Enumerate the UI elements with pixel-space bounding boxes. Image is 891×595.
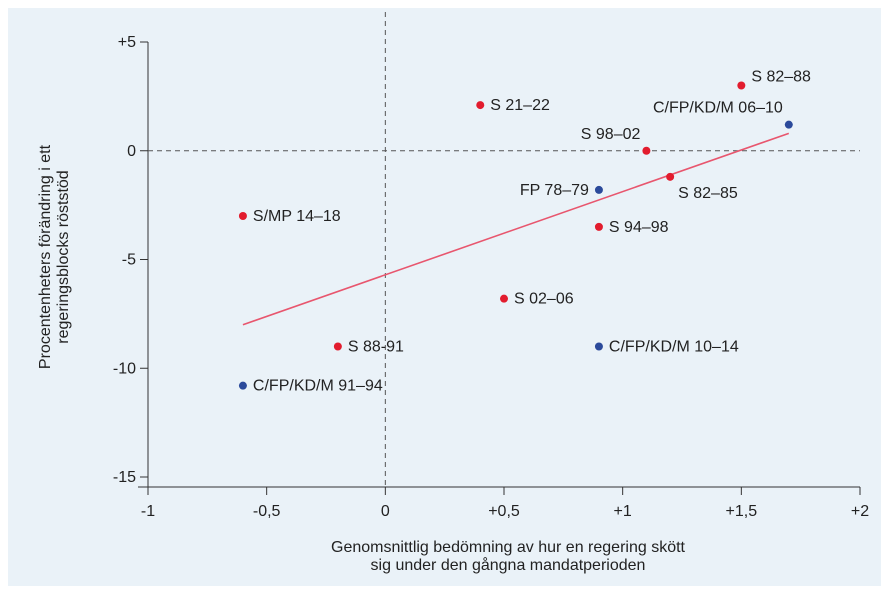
data-point-label: C/FP/KD/M 91–94 [253,378,383,395]
y-axis-label-line-1: Procentenheters förändring i ett [37,144,54,369]
data-point-label: C/FP/KD/M 10–14 [609,339,739,356]
data-point [476,101,485,110]
x-tick-label: -1 [141,503,155,520]
data-point [784,120,793,129]
data-point [666,172,675,181]
y-axis-label-line-2: regeringsblocks röststöd [55,170,72,343]
axes: +5 0 -5 -10 -15 -1 -0,5 0 +0,5 +1 +1,5 +2 [113,34,869,520]
reference-lines [148,12,860,487]
data-point [594,222,603,231]
y-tick-label: -15 [113,469,136,486]
point-labels-group: S 82–88 C/FP/KD/M 06–10 S 21–22 S 98–02 FP 7… [253,69,811,395]
data-point [333,342,342,351]
y-tick-label: +5 [118,34,136,51]
data-point [238,381,247,390]
data-point [594,185,603,194]
data-point [500,294,508,303]
x-axis-label-line-1: Genomsnittlig bedömning av hur en regeri… [331,539,686,556]
y-tick-label: 0 [127,143,136,160]
y-tick-label: -5 [122,252,136,269]
data-point-label: S 02–06 [514,291,574,308]
data-point-label: S 21–22 [490,97,550,114]
data-point [238,212,247,220]
data-point-label: C/FP/KD/M 06–10 [653,100,783,117]
x-tick-label: +1 [614,503,632,520]
data-point-label: S 94–98 [609,219,669,236]
x-tick-label: -0,5 [253,503,281,520]
data-point-label: S 82–88 [751,69,811,86]
data-point [594,342,603,351]
data-point-label: S 82–85 [678,185,738,202]
y-tick-label: -10 [113,360,136,377]
data-point [737,81,746,90]
data-point-label: S 88-91 [348,339,404,356]
data-point [642,146,651,155]
trendline-group [242,132,790,326]
x-tick-label: +1,5 [726,503,758,520]
data-point-label: S/MP 14–18 [253,208,341,225]
x-tick-label: +0,5 [488,503,520,520]
chart-background [8,8,881,586]
x-tick-label: 0 [381,503,390,520]
trendline [242,132,790,326]
points-group [238,81,793,390]
data-point-label: FP 78–79 [520,182,589,199]
x-tick-label: +2 [851,503,869,520]
x-axis-label-line-2: sig under den gångna mandatperioden [371,556,646,574]
data-point-label: S 98–02 [581,126,641,143]
